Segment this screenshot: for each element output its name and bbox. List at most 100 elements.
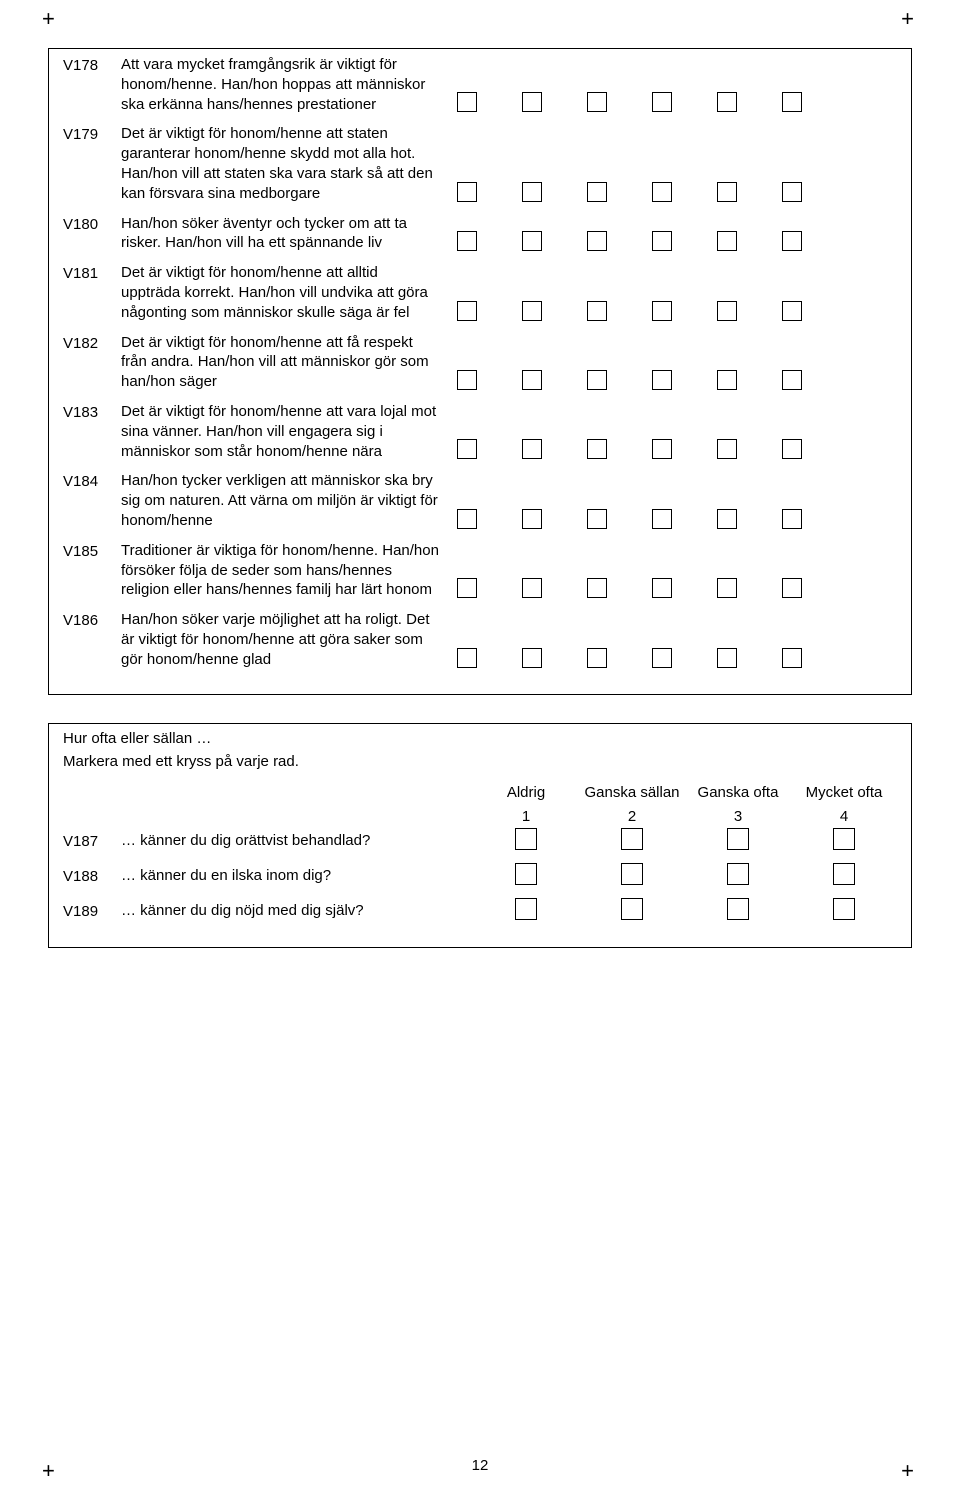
header-row: Aldrig1Ganska sällan2Ganska ofta3Mycket … [63,784,897,826]
checkbox[interactable] [522,182,542,202]
checkbox[interactable] [782,231,802,251]
question-text: Det är viktigt för honom/henne att state… [121,124,451,203]
checkbox[interactable] [717,648,737,668]
checkbox[interactable] [782,370,802,390]
checkbox[interactable] [652,182,672,202]
checkbox[interactable] [515,898,537,920]
checkbox[interactable] [717,509,737,529]
question-code: V186 [63,610,121,629]
question-text: Det är viktigt för honom/henne att få re… [121,333,451,392]
checkbox[interactable] [652,92,672,112]
checkbox[interactable] [522,648,542,668]
question-code: V182 [63,333,121,352]
checkbox[interactable] [522,231,542,251]
checkbox[interactable] [717,182,737,202]
checkbox[interactable] [717,301,737,321]
checkbox[interactable] [717,439,737,459]
question-text: Det är viktigt för honom/henne att vara … [121,402,451,461]
checkbox[interactable] [515,863,537,885]
checkbox[interactable] [727,898,749,920]
checkbox[interactable] [727,828,749,850]
checkbox[interactable] [522,509,542,529]
checkbox[interactable] [457,439,477,459]
checkbox[interactable] [782,648,802,668]
checkbox[interactable] [522,578,542,598]
registration-mark-bl: + [42,1460,55,1482]
option-boxes [473,898,897,925]
question-text: Det är viktigt för honom/henne att allti… [121,263,451,322]
checkbox[interactable] [652,370,672,390]
checkbox[interactable] [782,182,802,202]
question-row: V181Det är viktigt för honom/henne att a… [63,263,897,322]
checkbox[interactable] [457,92,477,112]
question-text: Han/hon söker varje möjlighet att ha rol… [121,610,451,669]
checkbox[interactable] [833,898,855,920]
checkbox[interactable] [522,439,542,459]
checkbox[interactable] [587,92,607,112]
checkbox[interactable] [457,370,477,390]
checkbox[interactable] [587,301,607,321]
checkbox[interactable] [782,301,802,321]
checkbox[interactable] [652,439,672,459]
checkbox[interactable] [652,648,672,668]
checkbox[interactable] [522,370,542,390]
checkbox[interactable] [621,863,643,885]
checkbox[interactable] [522,92,542,112]
question-row: V188… känner du en ilska inom dig? [63,863,897,890]
checkbox[interactable] [457,578,477,598]
option-boxes [473,863,897,890]
checkbox[interactable] [717,370,737,390]
checkbox[interactable] [587,509,607,529]
option-boxes [451,509,897,531]
question-row: V183Det är viktigt för honom/henne att v… [63,402,897,461]
checkbox[interactable] [717,578,737,598]
checkbox[interactable] [621,828,643,850]
checkbox[interactable] [652,301,672,321]
checkbox[interactable] [833,863,855,885]
checkbox[interactable] [587,182,607,202]
question-text: Han/hon söker äventyr och tycker om att … [121,214,451,254]
checkbox[interactable] [782,578,802,598]
checkbox[interactable] [587,578,607,598]
question-code: V180 [63,214,121,233]
checkbox[interactable] [717,92,737,112]
question-text: Traditioner är viktiga för honom/henne. … [121,541,451,600]
registration-mark-tl: + [42,8,55,30]
checkbox[interactable] [515,828,537,850]
section2-intro-bold: Hur ofta eller sällan … [63,730,897,747]
checkbox[interactable] [652,578,672,598]
checkbox[interactable] [587,439,607,459]
column-header: Mycket ofta4 [791,784,897,826]
checkbox[interactable] [587,370,607,390]
checkbox[interactable] [717,231,737,251]
checkbox[interactable] [457,182,477,202]
checkbox[interactable] [652,509,672,529]
question-row: V185Traditioner är viktiga för honom/hen… [63,541,897,600]
column-header-label: Mycket ofta [806,784,883,801]
question-code: V189 [63,903,121,920]
checkbox[interactable] [782,92,802,112]
checkbox[interactable] [782,509,802,529]
option-boxes [451,301,897,323]
column-header-label: Ganska sällan [584,784,679,801]
question-text: Han/hon tycker verkligen att människor s… [121,471,451,530]
checkbox[interactable] [833,828,855,850]
checkbox[interactable] [587,648,607,668]
registration-mark-br: + [901,1460,914,1482]
checkbox[interactable] [457,301,477,321]
checkbox[interactable] [457,648,477,668]
checkbox[interactable] [652,231,672,251]
checkbox[interactable] [621,898,643,920]
question-code: V181 [63,263,121,282]
option-boxes [451,648,897,670]
checkbox[interactable] [782,439,802,459]
option-boxes [473,828,897,855]
checkbox[interactable] [522,301,542,321]
registration-mark-tr: + [901,8,914,30]
checkbox[interactable] [457,231,477,251]
checkbox[interactable] [457,509,477,529]
checkbox[interactable] [727,863,749,885]
column-header: Ganska sällan2 [579,784,685,826]
question-text: Att vara mycket framgångsrik är viktigt … [121,55,451,114]
checkbox[interactable] [587,231,607,251]
